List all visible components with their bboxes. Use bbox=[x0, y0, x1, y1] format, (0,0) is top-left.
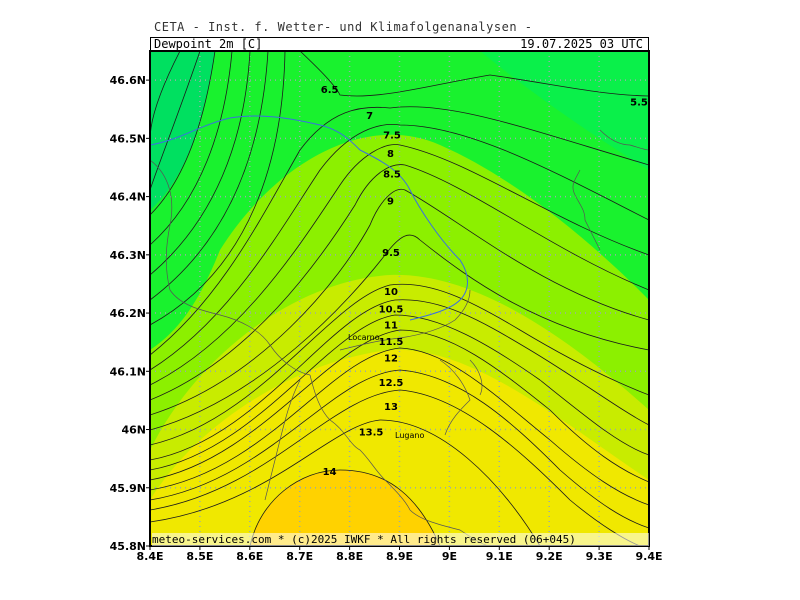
contour-label: 5.5 bbox=[630, 98, 648, 109]
dewpoint-contours bbox=[150, 51, 649, 546]
x-tick-label: 8.6E bbox=[236, 550, 263, 563]
x-tick-label: 8.4E bbox=[136, 550, 163, 563]
contour-label: 6.5 bbox=[321, 85, 339, 96]
contour-label: 11 bbox=[384, 321, 398, 332]
contour-label: 10.5 bbox=[379, 304, 404, 315]
y-tick-label: 46.3N bbox=[110, 249, 146, 262]
x-tick-label: 8.8E bbox=[336, 550, 363, 563]
contour-label: 11.5 bbox=[379, 337, 404, 348]
contour-label: 12.5 bbox=[379, 378, 404, 389]
contour-label: 10 bbox=[384, 287, 398, 298]
datetime-label: 19.07.2025 03 UTC bbox=[520, 37, 643, 51]
contour-label: 7 bbox=[366, 111, 373, 122]
band-gold bbox=[250, 470, 440, 546]
copyright-footer: meteo-services.com * (c)2025 IWKF * All … bbox=[152, 533, 649, 546]
x-tick-label: 9E bbox=[442, 550, 457, 563]
country-borders bbox=[150, 115, 468, 321]
contour-label: 8.5 bbox=[383, 169, 401, 180]
y-tick-label: 46N bbox=[121, 424, 146, 437]
x-axis-ticks: 8.4E 8.5E 8.6E 8.7E 8.8E 8.9E 9E 9.1E 9.2E 9.3E 9.… bbox=[136, 546, 663, 563]
y-tick-label: 46.1N bbox=[110, 365, 146, 378]
contour-label: 9 bbox=[387, 197, 394, 208]
contour-label: 13.5 bbox=[359, 427, 384, 438]
institution-title: CETA - Inst. f. Wetter- und Klimafolgena… bbox=[154, 20, 533, 34]
x-tick-label: 9.3E bbox=[586, 550, 613, 563]
y-axis-ticks: 46.6N 46.5N 46.4N 46.3N 46.2N 46.1N 46N 45.9N 45… bbox=[110, 74, 150, 553]
contour-label: 7.5 bbox=[383, 130, 401, 141]
regional-borders bbox=[150, 129, 649, 546]
band-green-dark-ne bbox=[480, 51, 649, 170]
y-tick-label: 46.6N bbox=[110, 74, 146, 87]
y-tick-label: 46.5N bbox=[110, 132, 146, 145]
y-tick-label: 46.2N bbox=[110, 307, 146, 320]
x-tick-label: 8.9E bbox=[386, 550, 413, 563]
band-green-north bbox=[150, 51, 649, 350]
x-tick-label: 9.2E bbox=[536, 550, 563, 563]
city-label-lugano: Lugano bbox=[395, 431, 424, 440]
map-grid bbox=[150, 51, 649, 546]
x-tick-label: 9.1E bbox=[486, 550, 513, 563]
band-yellow bbox=[150, 349, 649, 546]
city-label-locarno: Locarno bbox=[348, 333, 380, 342]
parameter-label: Dewpoint 2m [C] bbox=[154, 37, 263, 51]
map-area: Locarno Lugano 6.5 7 7.5 8 8.5 9 9.5 10 10.5 11 11… bbox=[150, 51, 649, 546]
contour-label: 9.5 bbox=[382, 248, 400, 259]
y-tick-label: 46.4N bbox=[110, 191, 146, 204]
band-green-dark-west bbox=[150, 51, 215, 210]
contour-label: 12 bbox=[384, 353, 398, 364]
x-tick-label: 9.4E bbox=[635, 550, 662, 563]
contour-value-labels: 6.5 7 7.5 8 8.5 9 9.5 10 10.5 11 11.5 12 12.5 13 13.5 1… bbox=[321, 85, 648, 478]
y-tick-label: 45.9N bbox=[110, 482, 146, 495]
contour-label: 14 bbox=[323, 467, 337, 478]
x-tick-label: 8.7E bbox=[286, 550, 313, 563]
y-tick-label: 45.8N bbox=[110, 540, 146, 553]
x-tick-label: 8.5E bbox=[186, 550, 213, 563]
contour-label: 8 bbox=[387, 149, 394, 160]
contour-label: 13 bbox=[384, 402, 398, 413]
